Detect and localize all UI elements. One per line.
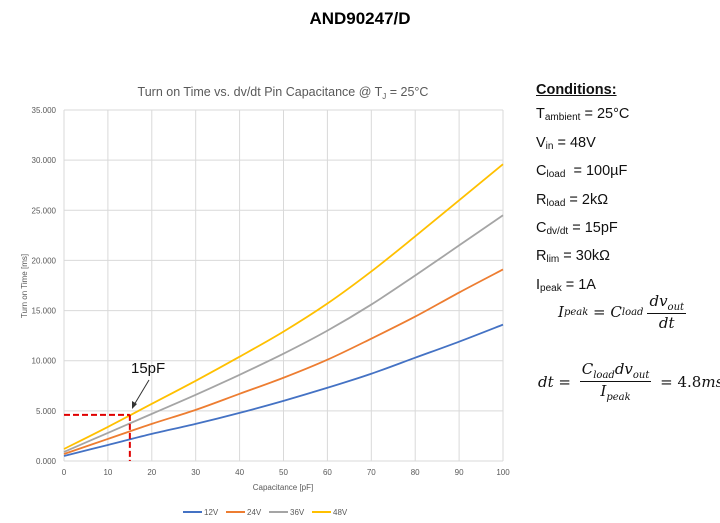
equation-dt: dt = Cloaddvout Ipeak = 4.8ms — [538, 360, 720, 403]
legend-label: 48V — [333, 508, 348, 517]
eq2-den: I — [600, 382, 607, 400]
condition-item: Cload = 100µF — [536, 159, 629, 187]
eq1-c: C — [610, 303, 622, 321]
y-tick-label: 0.000 — [36, 457, 57, 466]
condition-item: Ipeak = 1A — [536, 273, 629, 301]
x-tick-label: 50 — [279, 468, 288, 477]
eq2-result: = 4.8 — [655, 372, 702, 391]
y-tick-label: 35.000 — [32, 106, 57, 115]
eq2-num-c: C — [581, 360, 594, 378]
condition-value: = 2kΩ — [565, 191, 609, 208]
annotation-arrowhead — [132, 401, 137, 409]
eq1-den: dt — [658, 314, 675, 332]
x-tick-label: 10 — [103, 468, 112, 477]
condition-subscript: dv/dt — [546, 226, 569, 238]
condition-value: = 48V — [553, 134, 596, 151]
x-axis-label: Capacitance [pF] — [253, 483, 313, 492]
x-tick-label: 100 — [496, 468, 510, 477]
condition-symbol: C — [536, 163, 547, 180]
condition-value: = 100µF — [565, 163, 628, 180]
y-tick-label: 5.000 — [36, 407, 57, 416]
y-tick-label: 10.000 — [32, 357, 57, 366]
legend-label: 12V — [204, 508, 219, 517]
condition-subscript: peak — [540, 282, 562, 294]
condition-value: = 1A — [561, 276, 596, 293]
condition-symbol: R — [536, 248, 547, 265]
y-axis-label: Turn on Time [ms] — [20, 254, 29, 318]
series-line-12V — [63, 323, 504, 457]
eq1-num-sub: out — [667, 302, 685, 313]
condition-item: Rlim = 30kΩ — [536, 244, 629, 272]
conditions-heading: Conditions: — [536, 82, 617, 98]
turn-on-time-chart: Turn on Time vs. dv/dt Pin Capacitance @… — [20, 85, 510, 517]
x-tick-label: 60 — [323, 468, 332, 477]
eq2-num-c-sub: load — [593, 370, 615, 381]
condition-value: = 30kΩ — [559, 248, 611, 265]
legend-label: 36V — [290, 508, 305, 517]
x-tick-label: 70 — [367, 468, 376, 477]
condition-symbol: I — [536, 276, 541, 293]
condition-subscript: load — [546, 197, 566, 209]
document-title: AND90247/D — [309, 9, 411, 28]
y-tick-label: 15.000 — [32, 307, 57, 316]
eq1-num: dv — [649, 292, 668, 310]
condition-item: Tambient = 25°C — [536, 102, 629, 130]
x-tick-label: 80 — [411, 468, 420, 477]
condition-subscript: in — [545, 140, 554, 152]
series-line-36V — [63, 214, 504, 453]
x-tick-label: 20 — [147, 468, 156, 477]
condition-subscript: lim — [546, 254, 560, 266]
y-tick-label: 30.000 — [32, 156, 57, 165]
condition-item: Rload = 2kΩ — [536, 188, 629, 216]
conditions-panel: Conditions: Tambient = 25°C Vin = 48V Cloa… — [536, 78, 629, 301]
eq2-unit: ms — [701, 372, 720, 391]
eq2-num-dv: dv — [614, 360, 633, 378]
eq2-num-dv-sub: out — [632, 370, 650, 381]
condition-subscript: load — [546, 169, 566, 181]
y-tick-label: 25.000 — [32, 206, 57, 215]
series-line-24V — [63, 268, 504, 455]
condition-symbol: V — [536, 134, 546, 151]
condition-value: = 25°C — [580, 106, 630, 123]
x-tick-label: 0 — [62, 468, 67, 477]
eq2-lhs: dt — [538, 372, 554, 391]
annotation-arrow — [133, 379, 150, 406]
condition-item: Vin = 48V — [536, 131, 629, 159]
eq1-lhs: I — [558, 303, 564, 321]
eq1-c-sub: load — [621, 306, 644, 318]
condition-value: = 15pF — [568, 220, 618, 237]
legend-label: 24V — [247, 508, 262, 517]
eq2-den-sub: peak — [606, 392, 631, 403]
eq1-lhs-sub: peak — [563, 306, 589, 318]
condition-symbol: C — [536, 220, 547, 237]
condition-item: Cdv/dt = 15pF — [536, 216, 629, 244]
condition-symbol: R — [536, 191, 547, 208]
series-line-48V — [63, 163, 504, 450]
condition-symbol: T — [536, 106, 545, 123]
x-tick-label: 30 — [191, 468, 200, 477]
chart-title: Turn on Time vs. dv/dt Pin Capacitance @… — [138, 85, 429, 101]
x-tick-label: 40 — [235, 468, 244, 477]
x-tick-label: 90 — [455, 468, 464, 477]
condition-subscript: ambient — [544, 112, 581, 124]
eq1-equals: = — [588, 303, 611, 321]
eq2-equals: = — [553, 372, 576, 391]
annotation-label: 15pF — [131, 360, 165, 377]
y-tick-label: 20.000 — [32, 256, 57, 265]
